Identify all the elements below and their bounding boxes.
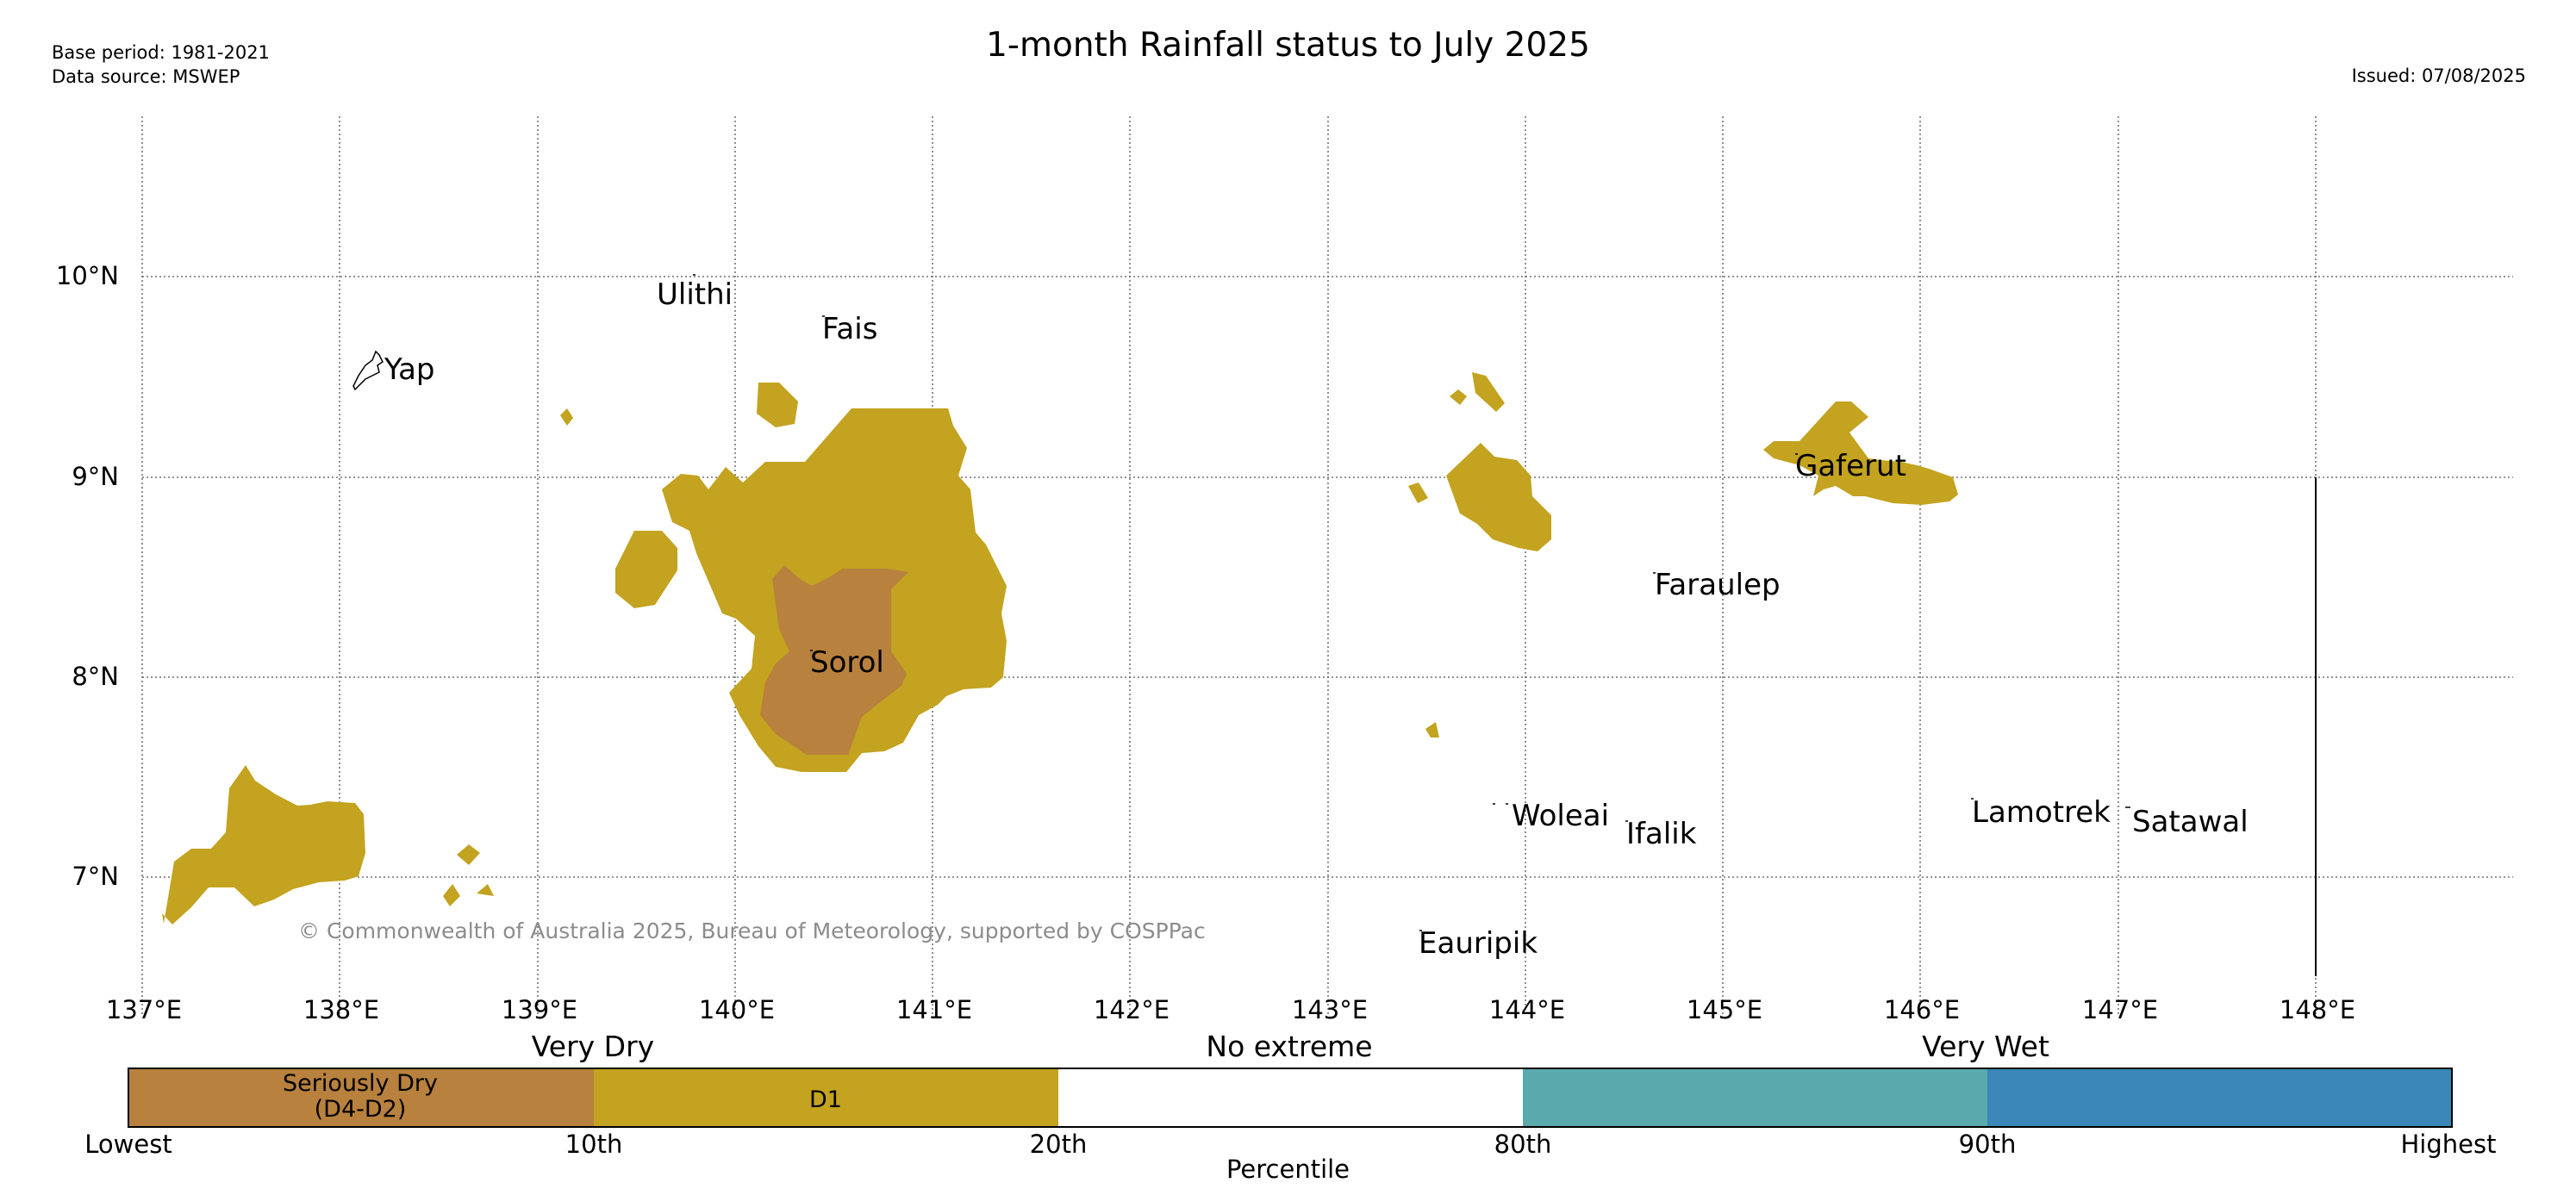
legend-swatch-seriously-dry [128,1068,594,1127]
place-label-ifalik: Ifalik [1626,817,1697,851]
d1-region-east-main [1446,443,1551,551]
d1-region-west-blob [615,531,677,608]
d1-region-east-islet-b [1450,389,1467,405]
lon-tick-label: 141°E [896,995,972,1024]
percentile-label-10th: 10th [565,1130,623,1159]
place-label-lamotrek: Lamotrek [1972,795,2111,830]
d1-region-east-islet-a [1408,482,1428,503]
base-period-label: Base period: 1981-2021 [52,42,270,63]
d1-region-islet-b [443,884,460,906]
legend-header-very-dry: Very Dry [532,1030,654,1063]
legend-swatch-no-extreme [1058,1068,1523,1127]
map-gridlines [141,116,2513,1015]
map-title: 1-month Rainfall status to July 2025 [986,26,1590,65]
issued-date-label: Issued: 07/08/2025 [2351,65,2526,86]
place-label-sorol: Sorol [810,645,884,680]
place-label-woleai: Woleai [1512,799,1609,833]
lon-tick-label: 145°E [1687,995,1762,1024]
percentile-label-90th: 90th [1959,1130,2017,1159]
legend-swatch-d1 [594,1068,1058,1127]
place-label-satawal: Satawal [2132,805,2249,839]
legend-percentile-ticks: Lowest 10th 20th 80th 90th Highest [84,1130,2496,1159]
percentile-label-80th: 80th [1494,1130,1552,1159]
yap-island-outline [352,350,384,391]
lon-tick-label: 139°E [502,995,577,1024]
percentile-label-highest: Highest [2401,1130,2497,1159]
lon-tick-label: 138°E [303,995,379,1024]
legend-header-no-extreme: No extreme [1206,1030,1372,1063]
legend-axis-label: Percentile [1226,1155,1350,1184]
longitude-tick-labels: 137°E 138°E 139°E 140°E 141°E 142°E 143°… [106,995,2355,1024]
lon-tick-label: 147°E [2082,995,2158,1024]
data-source-label: Data source: MSWEP [52,66,240,87]
d1-region-islet-e [757,383,798,427]
place-labels: Yap Ulithi Fais Sorol Gaferut Faraulep W… [384,277,2249,961]
lat-tick-label: 8°N [72,662,119,691]
d1-region-east-islet-d [1425,722,1439,738]
latitude-tick-labels: 10°N 9°N 8°N 7°N [56,261,119,891]
seriously-dry-region-sorol [760,565,908,755]
lon-tick-label: 144°E [1489,995,1565,1024]
legend-swatch-wet [1523,1068,1987,1127]
place-label-eauripik: Eauripik [1419,926,1537,961]
place-label-faraulep: Faraulep [1655,568,1781,602]
lon-tick-label: 140°E [699,995,775,1024]
legend-label-d1: D1 [809,1086,842,1113]
place-label-yap: Yap [384,352,435,387]
lon-tick-label: 148°E [2280,995,2355,1024]
place-label-ulithi: Ulithi [657,277,733,312]
d1-region-islet-d [560,408,573,426]
legend-category-headers: Very Dry No extreme Very Wet [532,1030,2049,1063]
lat-tick-label: 9°N [72,462,119,491]
d1-region-islet-c [477,884,494,896]
lat-tick-label: 10°N [56,261,119,290]
lon-tick-label: 142°E [1094,995,1169,1024]
legend-label-d4-d2: (D4-D2) [315,1096,407,1123]
legend-colorbar-border [128,1068,2453,1128]
atoll-markers [693,274,2130,931]
lon-tick-label: 146°E [1884,995,1960,1024]
lat-tick-label: 7°N [72,862,119,891]
legend-colorbar [128,1068,2453,1128]
percentile-label-lowest: Lowest [84,1130,172,1159]
d1-region-west [162,765,365,924]
lon-tick-label: 137°E [106,995,182,1024]
legend-header-very-wet: Very Wet [1922,1030,2049,1063]
d1-region-east-islet-c [1472,372,1505,412]
place-label-gaferut: Gaferut [1795,449,1906,483]
lon-tick-label: 143°E [1292,995,1368,1024]
copyright-notice: © Commonwealth of Australia 2025, Bureau… [298,918,1206,943]
percentile-label-20th: 20th [1030,1130,1088,1159]
d1-region-islet-a [457,844,480,865]
seriously-dry-regions [760,565,908,755]
legend-swatch-very-wet [1987,1068,2452,1127]
place-label-fais: Fais [822,312,877,346]
legend-segment-labels: Seriously Dry (D4-D2) D1 [283,1070,842,1123]
d1-region-gaferut [1763,402,1958,505]
legend-label-seriously-dry: Seriously Dry [283,1070,438,1097]
